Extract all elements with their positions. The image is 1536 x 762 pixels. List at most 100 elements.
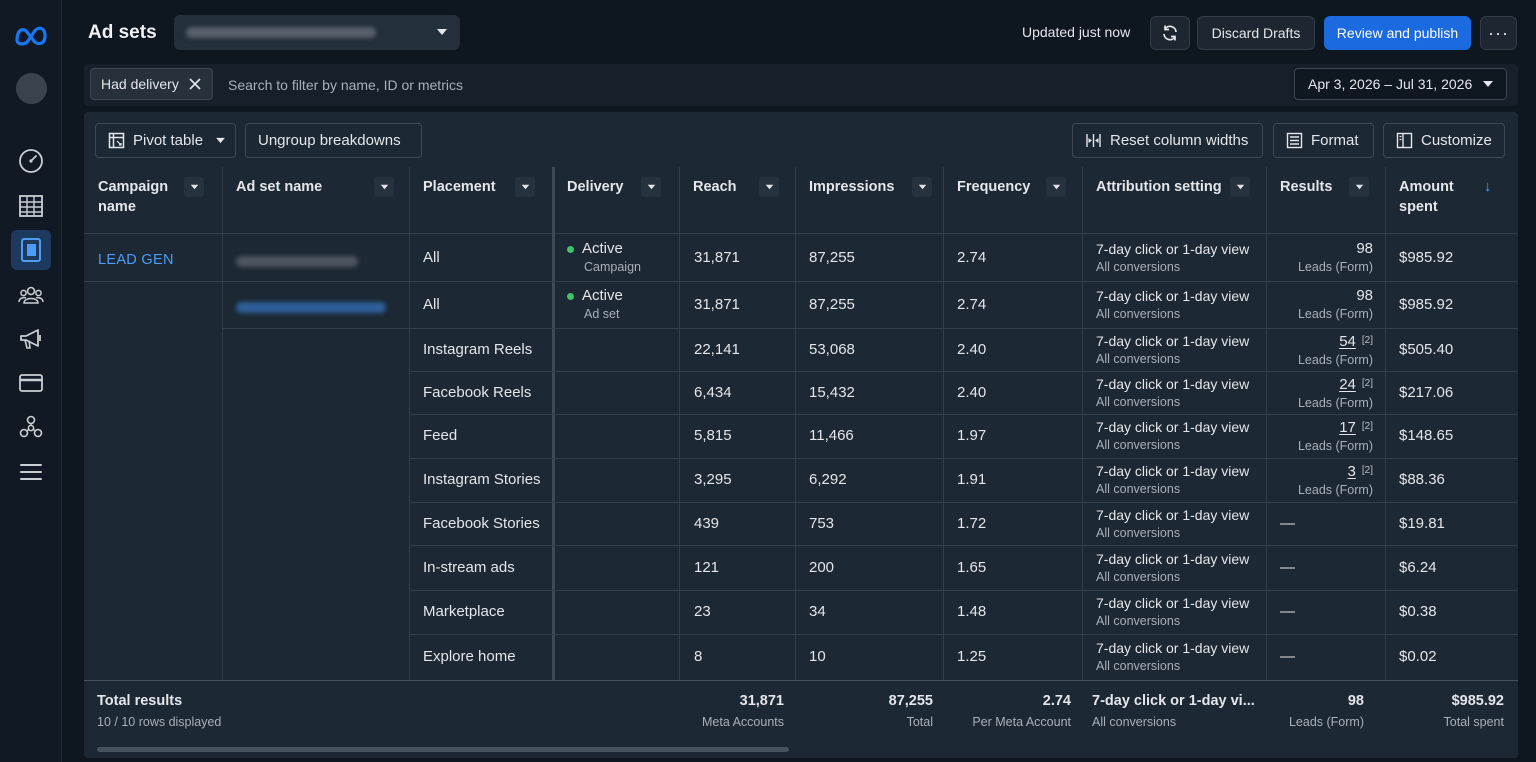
placement-cell: All (423, 249, 440, 266)
attribution-cell: 7-day click or 1-day view All conversion… (1096, 241, 1250, 274)
campaign-name-link[interactable]: LEAD GEN (98, 252, 174, 268)
customize-button[interactable]: Customize (1383, 123, 1505, 158)
attribution-cell: 7-day click or 1-day view All conversion… (1096, 640, 1250, 673)
column-menu-button[interactable] (641, 177, 661, 197)
horizontal-scrollbar[interactable] (97, 747, 789, 752)
more-options-button[interactable]: ··· (1480, 16, 1517, 50)
table-icon (19, 195, 43, 217)
attribution-cell: 7-day click or 1-day view All conversion… (1096, 507, 1250, 540)
account-name-redacted (186, 27, 376, 38)
frequency-cell: 1.65 (957, 559, 987, 576)
nav-campaigns[interactable] (11, 186, 51, 226)
updated-status: Updated just now (1022, 24, 1131, 40)
account-selector[interactable] (174, 15, 460, 50)
pivot-table-label: Pivot table (133, 132, 204, 149)
caret-down-icon (380, 184, 388, 190)
totals-row: Total results 10 / 10 rows displayed 31,… (84, 680, 1518, 758)
column-menu-button[interactable] (759, 177, 779, 197)
col-header-attribution-setting[interactable]: Attribution setting (1082, 167, 1266, 234)
placement-cell: Instagram Stories (423, 471, 541, 488)
nav-ads[interactable] (11, 319, 51, 359)
format-icon (1286, 132, 1303, 149)
discard-drafts-button[interactable]: Discard Drafts (1197, 16, 1315, 50)
review-and-publish-button[interactable]: Review and publish (1324, 16, 1471, 50)
row-divider (409, 371, 1518, 372)
column-menu-button[interactable] (1230, 177, 1250, 197)
results-value: 98 (1356, 240, 1373, 257)
frequency-cell: 1.72 (957, 515, 987, 532)
close-icon[interactable] (187, 76, 203, 92)
results-cell: 98 Leads (Form) (1297, 287, 1373, 321)
reach-cell: 439 (694, 515, 720, 532)
meta-logo[interactable] (14, 24, 48, 46)
refresh-button[interactable] (1150, 16, 1190, 50)
impressions-cell: 200 (809, 559, 835, 576)
ungroup-breakdowns-button[interactable]: Ungroup breakdowns (245, 123, 422, 158)
filter-chip-had-delivery[interactable]: Had delivery (90, 68, 213, 100)
column-menu-button[interactable] (184, 177, 204, 197)
reach-cell: 23 (694, 603, 711, 620)
date-range-label: Apr 3, 2026 – Jul 31, 2026 (1308, 76, 1473, 92)
nav-overview[interactable] (11, 141, 51, 181)
pivot-table-button[interactable]: Pivot table (95, 123, 236, 158)
results-value[interactable]: 54 (1339, 333, 1356, 350)
filter-bar: Had delivery Search to filter by name, I… (84, 64, 1518, 106)
results-value[interactable]: 24 (1339, 376, 1356, 393)
results-value[interactable]: 17 (1339, 419, 1356, 436)
date-range-picker[interactable]: Apr 3, 2026 – Jul 31, 2026 (1294, 68, 1507, 100)
column-menu-button[interactable] (515, 177, 535, 197)
reach-cell: 6,434 (694, 384, 732, 401)
nav-business[interactable] (11, 407, 51, 447)
impressions-cell: 11,466 (809, 427, 854, 444)
results-footnote[interactable]: [2] (1361, 335, 1373, 346)
col-header-delivery[interactable]: Delivery (553, 167, 679, 234)
caret-down-icon (1355, 184, 1363, 190)
rows-displayed-count: 10 / 10 rows displayed (97, 715, 222, 729)
col-header-reach[interactable]: Reach (679, 167, 795, 234)
total-amount-spent-label: Total spent (1443, 715, 1504, 729)
nav-menu[interactable] (11, 452, 51, 492)
format-button[interactable]: Format (1273, 123, 1374, 158)
business-icon (19, 415, 43, 438)
results-footnote[interactable]: [2] (1361, 465, 1373, 476)
impressions-cell: 53,068 (809, 341, 855, 358)
row-divider (409, 414, 1518, 415)
total-frequency: 2.74 (1042, 693, 1071, 709)
nav-reports[interactable] (11, 230, 51, 270)
col-header-ad-set-name[interactable]: Ad set name (222, 167, 409, 234)
column-menu-button[interactable] (1349, 177, 1369, 197)
amount-spent-cell: $88.36 (1399, 471, 1445, 488)
results-footnote[interactable]: [2] (1361, 421, 1373, 432)
col-header-impressions[interactable]: Impressions (795, 167, 943, 234)
column-divider (409, 167, 410, 680)
column-menu-button[interactable] (912, 177, 932, 197)
search-input[interactable]: Search to filter by name, ID or metrics (228, 77, 463, 93)
results-cell: 54 [2] Leads (Form) (1297, 333, 1373, 367)
sort-down-icon[interactable]: ↓ (1484, 178, 1492, 195)
col-header-campaign-name[interactable]: Campaign name (84, 167, 222, 234)
frequency-cell: 2.40 (957, 341, 987, 358)
nav-audiences[interactable] (11, 275, 51, 315)
ad-set-name-link-redacted[interactable] (236, 302, 386, 313)
col-header-frequency[interactable]: Frequency (943, 167, 1082, 234)
row-divider (409, 458, 1518, 459)
total-frequency-label: Per Meta Account (972, 715, 1071, 729)
frozen-column-divider[interactable] (552, 167, 555, 758)
nav-billing[interactable] (11, 363, 51, 403)
attribution-cell: 7-day click or 1-day view All conversion… (1096, 333, 1250, 366)
results-footnote[interactable]: [2] (1361, 378, 1373, 389)
results-cell: 3 [2] Leads (Form) (1297, 463, 1373, 497)
reach-cell: 22,141 (694, 341, 740, 358)
results-value[interactable]: 3 (1347, 463, 1356, 480)
column-divider (679, 167, 680, 680)
column-menu-button[interactable] (374, 177, 394, 197)
caret-down-icon (1483, 81, 1493, 87)
reset-column-widths-button[interactable]: Reset column widths (1072, 123, 1263, 158)
col-header-amount-spent[interactable]: Amount spent ↓ (1399, 178, 1492, 215)
column-menu-button[interactable] (1046, 177, 1066, 197)
frequency-cell: 1.48 (957, 603, 987, 620)
col-header-results[interactable]: Results (1266, 167, 1385, 234)
avatar[interactable] (16, 73, 47, 104)
caret-down-icon (647, 184, 655, 190)
col-header-placement[interactable]: Placement (409, 167, 553, 234)
